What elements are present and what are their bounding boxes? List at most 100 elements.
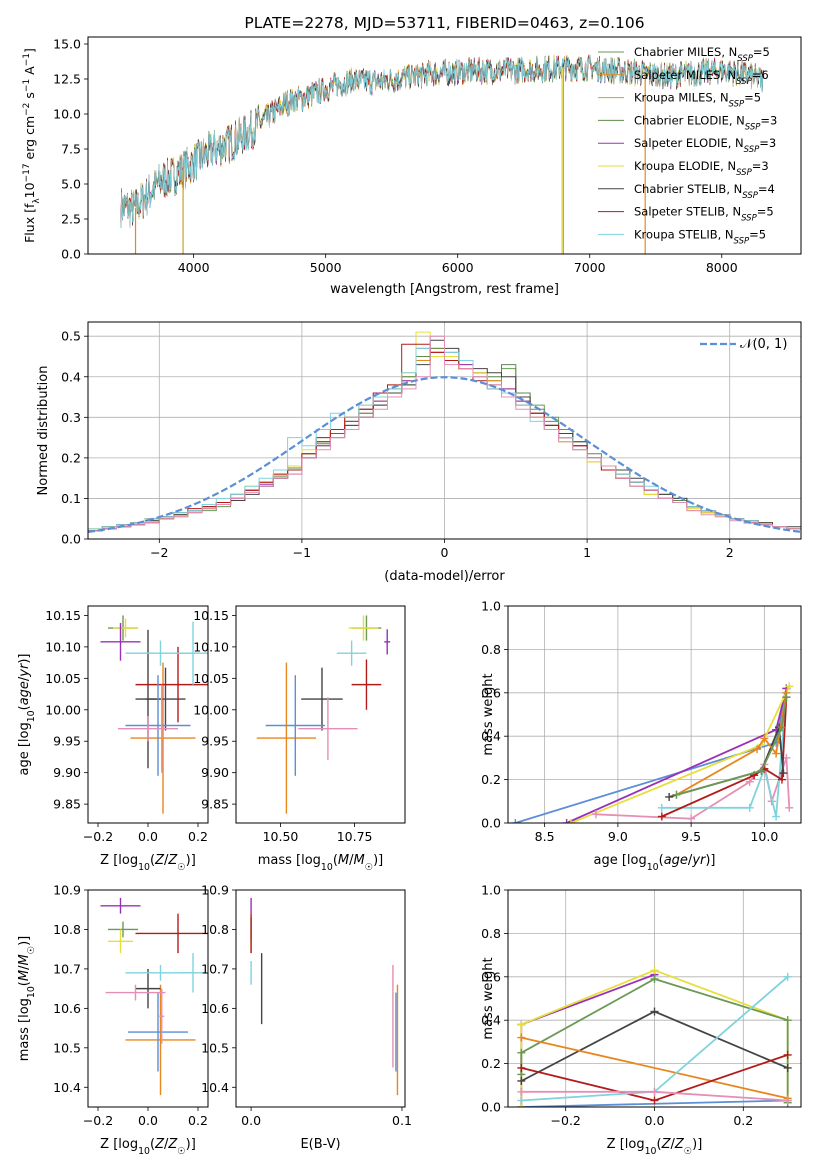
label-part: ☉ — [177, 1146, 185, 1157]
axes-frame — [507, 605, 802, 824]
x-axis-label: Z [log10(Z/Z☉)] — [100, 853, 196, 873]
panel-mass-vs-Z: −0.2 0.0 0.2 10.4 10.5 10.6 10.7 10.8 10.9 Z [log… — [17, 883, 209, 1157]
series-marker — [650, 1007, 659, 1016]
errorbar-point — [336, 640, 367, 666]
label-part: )] — [373, 853, 383, 868]
series-marker — [511, 819, 520, 823]
legend-suffix: =3 — [752, 159, 769, 173]
series-marker — [517, 1076, 526, 1085]
legend-entry: Chabrier ELODIE, NSSP=3 — [598, 113, 777, 132]
y-tick-label: 10.05 — [45, 671, 81, 686]
errorbar-point — [348, 615, 379, 641]
y-tick-label: 15.0 — [53, 37, 81, 52]
errorbar-point — [130, 662, 196, 814]
series-marker — [783, 972, 792, 981]
y-tick-label: 0.6 — [481, 685, 501, 700]
y-tick-label: 9.85 — [53, 797, 81, 812]
y-tick-label: 9.85 — [201, 797, 229, 812]
label-part: M — [354, 853, 365, 868]
y-tick-label: 12.5 — [53, 72, 81, 87]
errorbar-point — [113, 618, 138, 638]
series-marker — [745, 777, 754, 786]
axes-frame — [235, 605, 406, 824]
y-tick-label: 9.95 — [53, 734, 81, 749]
legend-label: Chabrier STELIB, NSSP=4 — [634, 182, 775, 201]
x-tick-label: 7000 — [574, 260, 606, 275]
label-part: erg cm — [22, 116, 37, 164]
label-part: −1 — [22, 79, 32, 92]
series-line — [570, 685, 791, 823]
errorbar-point — [135, 968, 161, 1009]
label-part: ( — [150, 1137, 155, 1152]
legend-suffix: =5 — [757, 205, 774, 219]
panel-mass-vs-ebv: 0.0 0.1 10.4 10.5 10.6 10.7 10.8 10.9 E(B-V) — [201, 883, 412, 1153]
series-marker — [783, 1050, 792, 1059]
y-axis-label: Flux [fλ10−17 erg cm−2 s−1 A−1] — [22, 48, 42, 243]
label-part: / — [349, 853, 354, 868]
y-tick-label: 10.10 — [45, 639, 81, 654]
x-tick-label: −0.2 — [83, 829, 113, 844]
series-marker — [760, 734, 769, 743]
x-tick-label: 0.2 — [188, 829, 208, 844]
series — [517, 1050, 792, 1105]
chart-title: PLATE=2278, MJD=53711, FIBERID=0463, z=0… — [244, 14, 644, 32]
series-marker — [777, 775, 786, 784]
label-part: Z — [154, 1137, 165, 1152]
x-tick-label: 0.2 — [188, 1113, 208, 1128]
label-part: −2 — [22, 103, 32, 116]
errorbar-point — [105, 984, 166, 1001]
errorbar-point — [118, 716, 178, 742]
label-part: 10 — [645, 1146, 657, 1157]
panel-massweight-vs-Z: −0.2 0.0 0.20.00.20.40.60.81.0Z [log10(Z/Z… — [481, 883, 802, 1157]
y-tick-label: 10.6 — [53, 1001, 81, 1016]
plot-area — [256, 615, 391, 814]
series-marker — [650, 1087, 659, 1096]
y-tick-label: 0.3 — [61, 410, 81, 425]
series-marker — [562, 819, 571, 823]
y-tick-label: 7.5 — [61, 142, 81, 157]
label-part: )] — [186, 1137, 196, 1152]
legend-subscript: SSP — [741, 214, 757, 224]
x-tick-label: 0.0 — [138, 1113, 158, 1128]
legend-entry: Chabrier STELIB, NSSP=4 — [598, 182, 775, 201]
axes-frame — [507, 889, 802, 1108]
series-marker — [772, 749, 781, 758]
errorbar-point — [145, 667, 186, 731]
y-tick-label: 0.2 — [61, 450, 81, 465]
errorbar-point — [178, 621, 208, 685]
y-tick-label: 10.6 — [201, 1001, 229, 1016]
x-tick-label: 8.5 — [535, 829, 555, 844]
legend-entry: Kroupa ELODIE, NSSP=3 — [598, 159, 769, 178]
label-part: Z — [661, 1137, 672, 1152]
label-part: Z [log — [607, 1137, 645, 1152]
errorbar-point — [351, 659, 382, 710]
label-part: )] — [186, 853, 196, 868]
label-part: M — [17, 954, 32, 965]
label-part: 10 — [647, 862, 659, 873]
x-axis-label: mass [log10(M/M☉)] — [258, 853, 384, 873]
x-tick-label: 10.50 — [263, 829, 299, 844]
y-tick-label: 10.10 — [193, 639, 229, 654]
y-tick-label: 10.15 — [45, 608, 81, 623]
series — [517, 1007, 792, 1085]
axes-frame — [87, 889, 209, 1108]
errorbar-point — [128, 992, 188, 1072]
y-tick-label: 10.00 — [45, 702, 81, 717]
series-marker — [517, 1020, 526, 1029]
y-tick-label: 10.0 — [53, 107, 81, 122]
label-part: −17 — [22, 163, 32, 182]
series-marker — [657, 812, 666, 821]
y-tick-label: 9.95 — [201, 734, 229, 749]
legend: 𝒩(0, 1) — [700, 337, 787, 352]
series-marker — [785, 682, 794, 691]
series-line — [676, 696, 788, 796]
x-axis-label: Z [log10(Z/Z☉)] — [100, 1137, 196, 1157]
y-tick-label: 0.6 — [481, 969, 501, 984]
y-axis-label: Normed distribution — [36, 366, 51, 496]
errorbar-point — [135, 913, 208, 954]
x-tick-label: 0.0 — [241, 1113, 261, 1128]
series — [517, 1087, 792, 1105]
y-tick-label: 10.15 — [193, 608, 229, 623]
gaussian-curve — [88, 376, 801, 533]
